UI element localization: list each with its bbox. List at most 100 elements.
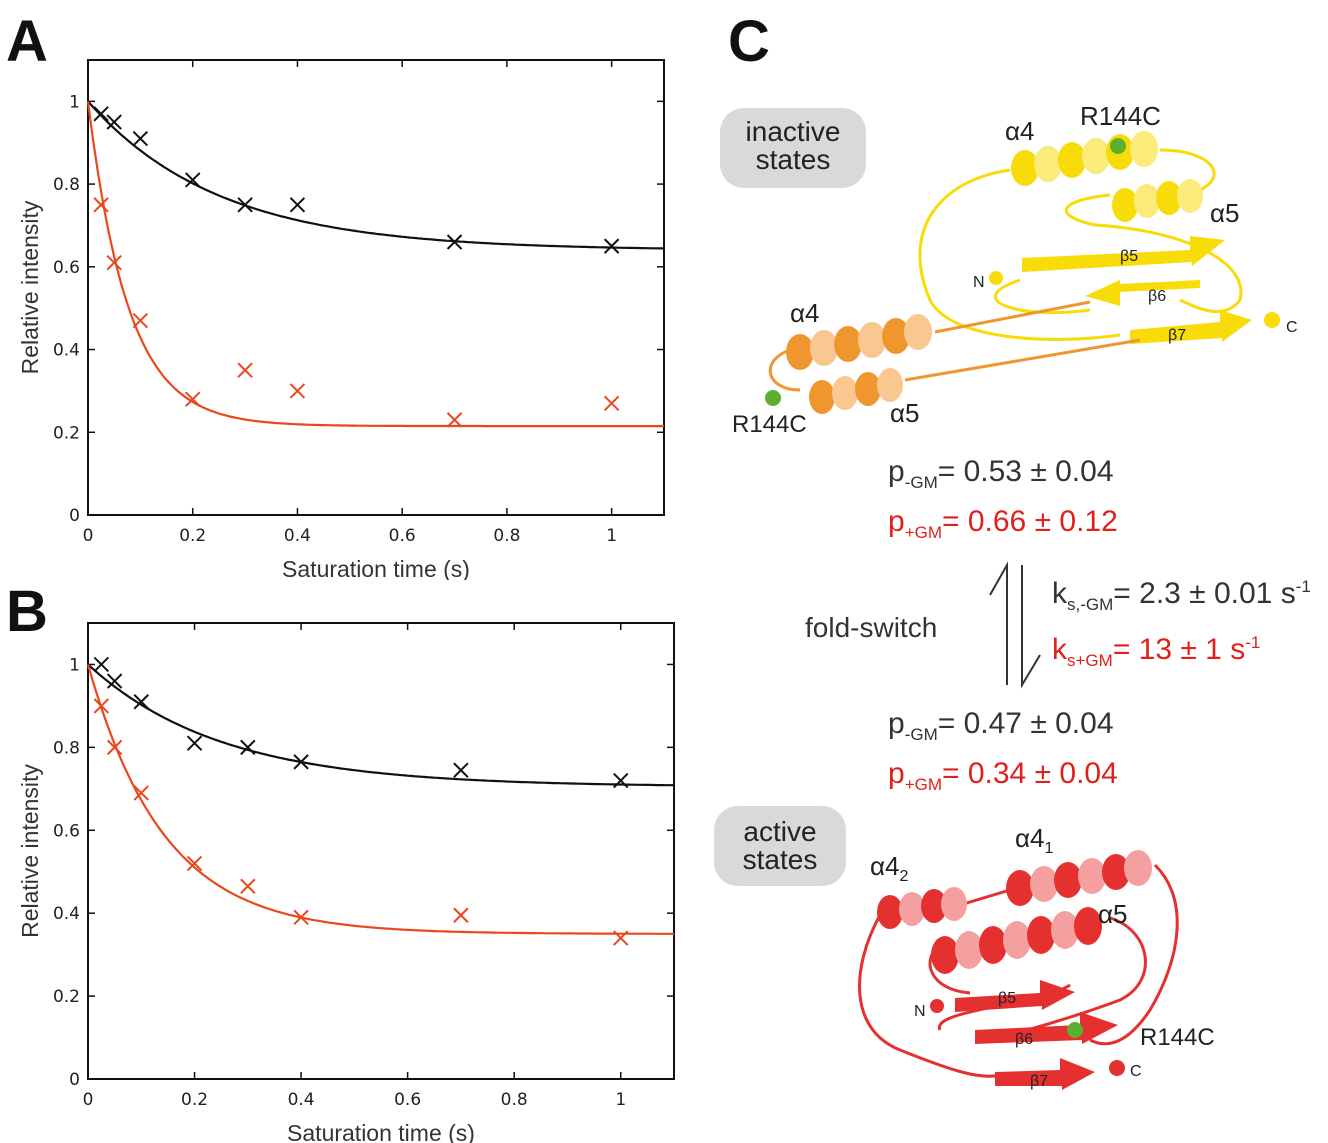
helix-a5-yellow	[1112, 179, 1203, 222]
label-r144c-red: R144C	[1140, 1024, 1215, 1051]
data-point	[240, 878, 256, 894]
panel-letter-c: C	[728, 9, 770, 74]
label-b5-red: β5	[998, 990, 1016, 1007]
label-r144c-orange: R144C	[732, 411, 807, 438]
label-c-yellow: C	[1286, 319, 1298, 336]
x-tick-label: 0.6	[394, 1090, 421, 1110]
data-point	[93, 106, 109, 122]
panel-letter-b: B	[6, 579, 48, 644]
x-tick-label: 0.8	[501, 1090, 528, 1110]
orange-protein	[765, 300, 1141, 414]
helix-a4-yellow	[1011, 131, 1158, 186]
active-states-line1: active	[743, 816, 817, 847]
x-tick-label: 0.4	[284, 526, 311, 546]
strand-b7-red	[995, 1058, 1095, 1090]
k-plus-gm: ks+GM= 13 ± 1 s-1	[1052, 633, 1261, 670]
data-point	[603, 238, 620, 254]
x-tick-label: 0	[83, 526, 94, 546]
p-plus-gm-active: p+GM= 0.34 ± 0.04	[888, 757, 1118, 794]
data-point	[106, 739, 123, 756]
x-tick-label: 0.4	[288, 1090, 315, 1110]
x-axis-label: Saturation time (s)	[282, 556, 470, 580]
strand-b6-red	[975, 1012, 1118, 1044]
y-tick-label: 0	[69, 1070, 80, 1090]
data-point	[613, 930, 629, 946]
label-b5-yellow: β5	[1120, 248, 1138, 265]
inactive-states-line2: states	[755, 144, 831, 175]
x-tick-label: 0.2	[181, 1090, 208, 1110]
data-point	[603, 395, 620, 412]
mutation-dot-red	[1067, 1022, 1083, 1038]
label-a4-orange: α4	[790, 298, 820, 328]
label-b6-yellow: β6	[1148, 288, 1166, 305]
mutation-dot-orange	[765, 390, 781, 406]
data-point	[133, 785, 149, 801]
plot-frame	[87, 622, 675, 1080]
y-tick-label: 0.6	[53, 258, 80, 278]
x-tick-label: 0	[83, 1090, 94, 1110]
helix-a4-2-red	[877, 887, 967, 929]
fit-curve-1	[86, 101, 664, 428]
x-axis-label: Saturation time (s)	[287, 1120, 475, 1143]
label-b7-red: β7	[1030, 1073, 1048, 1090]
y-tick-label: 1	[69, 92, 80, 112]
label-a4-1-red: α41	[1015, 823, 1054, 857]
fold-switch-label: fold-switch	[805, 612, 937, 643]
y-tick-label: 0.8	[53, 738, 80, 758]
data-point	[186, 855, 203, 872]
strand-b5-red	[955, 980, 1075, 1012]
panel-letter-a: A	[6, 9, 48, 74]
equilibrium-arrows	[989, 561, 1041, 689]
data-point	[93, 656, 110, 673]
helix-a4-1-red	[1006, 850, 1152, 906]
y-tick-label: 0.4	[53, 341, 80, 361]
y-tick-label: 0.6	[53, 821, 80, 841]
helix-a5-orange	[809, 368, 903, 414]
label-b6-red: β6	[1015, 1031, 1033, 1048]
c-terminus-yellow	[1264, 312, 1280, 328]
y-axis-label: Relative intensity	[17, 200, 43, 374]
fit-curve-0	[87, 663, 674, 787]
helix-a4-orange	[786, 314, 932, 370]
label-c-red: C	[1130, 1063, 1142, 1080]
inactive-states-badge: inactive states	[720, 108, 866, 188]
data-point	[293, 909, 309, 926]
helix-a5-red	[931, 907, 1102, 974]
active-states-badge: active states	[714, 806, 846, 886]
data-point	[106, 254, 122, 271]
fit-curve-1	[86, 664, 674, 935]
plot-frame	[87, 59, 665, 516]
data-point	[106, 673, 123, 689]
data-point	[132, 312, 149, 329]
strand-b5-yellow	[1022, 236, 1225, 272]
x-tick-label: 0.6	[389, 526, 416, 546]
x-tick-label: 1	[606, 526, 617, 546]
mutation-dot-yellow	[1110, 138, 1126, 154]
data-point	[240, 739, 256, 756]
chart-b: 0 0.2 0.4 0.6 0.8 1 0 0.2 0.4 0.6 0.8 1 Saturation t…	[17, 622, 675, 1143]
k-minus-gm: ks,-GM= 2.3 ± 0.01 s-1	[1052, 577, 1311, 614]
y-tick-label: 0.2	[53, 987, 80, 1007]
data-point	[237, 197, 253, 213]
y-tick-label: 1	[69, 655, 80, 675]
data-point	[446, 234, 463, 250]
label-a4-yellow: α4	[1005, 116, 1035, 146]
y-tick-label: 0.2	[53, 423, 80, 443]
data-point	[446, 412, 463, 428]
yellow-protein	[918, 131, 1280, 344]
x-tick-label: 1	[615, 1090, 626, 1110]
data-point	[289, 383, 306, 399]
data-point	[453, 762, 469, 778]
inactive-states-line1: inactive	[745, 116, 841, 147]
c-terminus-red	[1109, 1060, 1125, 1076]
n-terminus-red	[930, 999, 944, 1013]
label-a5-red: α5	[1098, 899, 1128, 929]
x-tick-label: 0.2	[179, 526, 206, 546]
p-minus-gm-active: p-GM= 0.47 ± 0.04	[888, 707, 1114, 744]
data-point	[93, 698, 110, 714]
label-a4-2-red: α42	[870, 851, 909, 885]
y-tick-label: 0.8	[53, 175, 80, 195]
x-tick-label: 0.8	[493, 526, 520, 546]
strand-b6-yellow	[1085, 280, 1200, 306]
label-a5-orange: α5	[890, 398, 920, 428]
